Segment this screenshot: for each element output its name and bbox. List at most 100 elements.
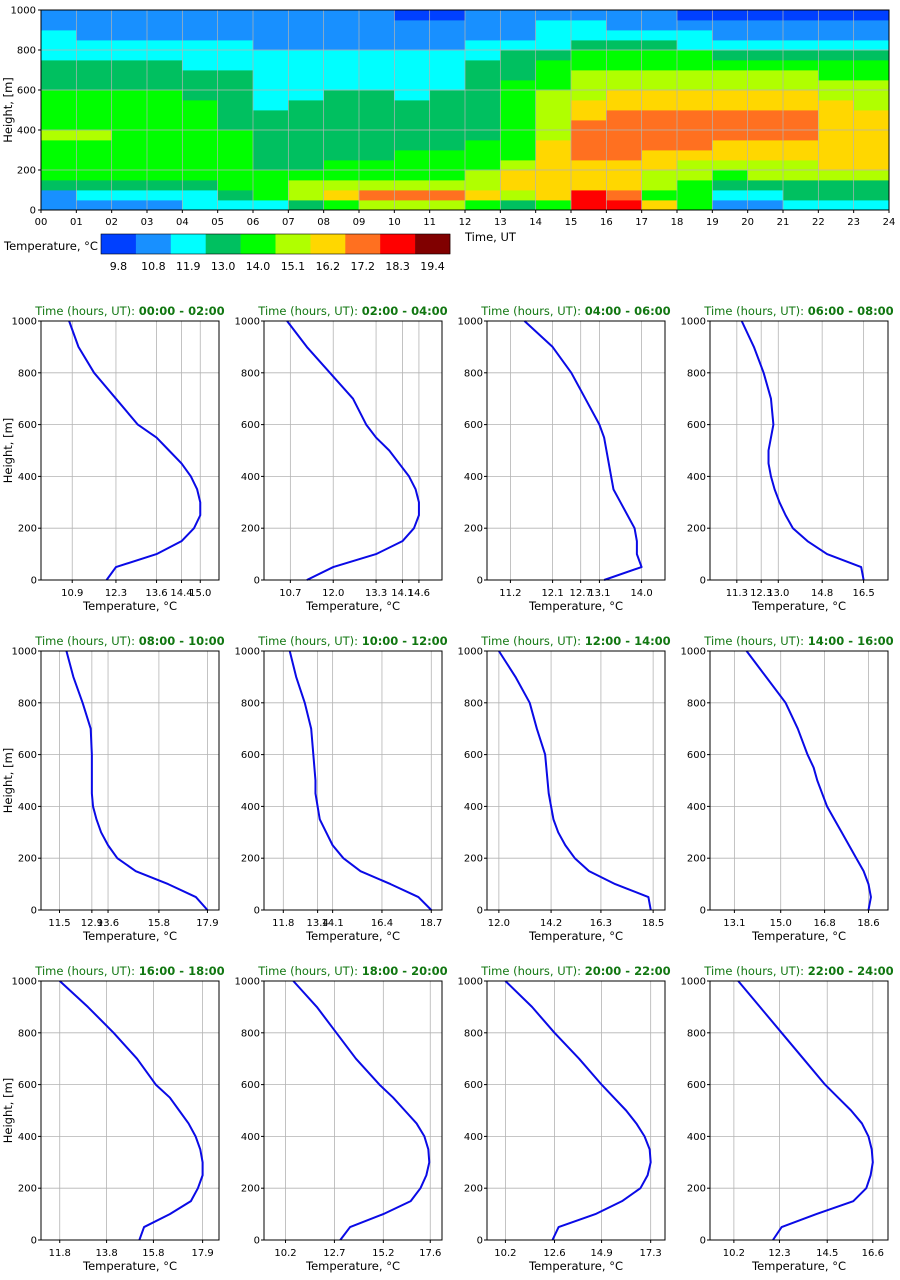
heatmap-cell	[571, 100, 607, 111]
heatmap-cell	[429, 140, 466, 151]
heatmap-cell	[217, 170, 254, 181]
heatmap-cell	[323, 130, 360, 141]
heatmap-cell	[147, 100, 183, 111]
heatmap-cell	[747, 100, 784, 111]
profile-y-tick-label: 400	[241, 802, 260, 813]
heatmap-cell	[677, 150, 713, 161]
profile-grid	[264, 650, 442, 911]
colorbar-tick-label: 15.1	[281, 260, 306, 273]
profile-x-axis-label: Temperature, °C	[751, 599, 846, 613]
profile-y-tick-label: 0	[477, 1236, 483, 1247]
heatmap-cell	[677, 200, 713, 211]
heatmap-cell	[147, 10, 183, 21]
heatmap-cell	[429, 100, 466, 111]
heatmap-cell	[76, 160, 113, 171]
profile-title-prefix: Time (hours, UT):	[703, 304, 807, 318]
heatmap-cell	[853, 40, 890, 51]
profile-x-tick-label: 16.4	[371, 918, 393, 929]
profile-x-tick-label: 14.8	[811, 588, 833, 599]
profile-x-tick-label: 12.0	[322, 588, 344, 599]
profile-frame	[40, 320, 220, 581]
heatmap-cell	[641, 80, 678, 91]
heatmap-cell	[359, 190, 395, 201]
profile-x-tick-label: 13.6	[145, 588, 167, 599]
heatmap-cell	[323, 10, 360, 21]
heatmap-cell	[147, 170, 183, 181]
heatmap-cell	[641, 70, 678, 81]
heatmap-cell	[359, 120, 395, 131]
heatmap-cell	[641, 50, 678, 61]
profile-x-axis-label: Temperature, °C	[82, 929, 177, 943]
heatmap-cell	[288, 200, 325, 211]
heatmap-cell	[429, 150, 466, 161]
heatmap-cell	[394, 40, 431, 51]
profile-title: Time (hours, UT): 08:00 - 10:00	[34, 634, 224, 648]
heatmap-cell	[76, 90, 113, 101]
heatmap-cell	[571, 140, 607, 151]
colorbar-tick-label: 10.8	[141, 260, 166, 273]
heatmap-cell	[535, 20, 572, 31]
heatmap-cell	[41, 120, 77, 131]
heatmap-cell	[677, 40, 713, 51]
heatmap-cell	[429, 110, 466, 121]
heatmap-cell	[571, 90, 607, 101]
heatmap-cell	[76, 200, 113, 211]
heatmap-cell	[429, 50, 466, 61]
profile-grid	[264, 320, 442, 581]
profile-x-tick-label: 13.1	[588, 588, 610, 599]
profile-y-tick-label: 0	[254, 1236, 260, 1247]
heatmap-cell	[535, 160, 572, 171]
heatmap-cell	[41, 20, 77, 31]
heatmap-cell	[747, 80, 784, 91]
heatmap-cell	[712, 20, 749, 31]
profile-x-tick-label: 18.7	[420, 918, 442, 929]
heatmap-cell	[253, 10, 289, 21]
heatmap-cell	[323, 120, 360, 131]
heatmap-cell	[111, 130, 148, 141]
heatmap-cell	[783, 140, 819, 151]
heatmap-cell	[394, 200, 431, 211]
profile-y-tick-label: 600	[241, 420, 260, 431]
heatmap-cell	[535, 90, 572, 101]
heatmap-cell	[606, 60, 643, 71]
profile-x-tick-label: 12.9	[81, 918, 103, 929]
heatmap-cell	[41, 170, 77, 181]
heatmap-cell	[571, 110, 607, 121]
profile-y-tick-label: 200	[241, 524, 260, 535]
heatmap-cell	[606, 90, 643, 101]
profile-panel: 10.2 12.3 14.5 16.6 0 200 400 600 800 1000 Tempera…	[681, 964, 894, 1273]
profile-y-tick-label: 1000	[681, 317, 706, 328]
heatmap-cell	[111, 200, 148, 211]
profile-title-range: 00:00 - 02:00	[139, 304, 225, 318]
heatmap-cell	[288, 120, 325, 131]
heatmap-cell	[41, 110, 77, 121]
heatmap-x-tick-label: 09	[353, 217, 366, 228]
heatmap-cell	[783, 10, 819, 21]
heatmap-cell	[500, 160, 537, 171]
heatmap-cell	[535, 60, 572, 71]
heatmap-cell	[818, 110, 855, 121]
heatmap-cell	[147, 50, 183, 61]
heatmap-y-tick-label: 1000	[11, 6, 36, 17]
heatmap-cell	[606, 170, 643, 181]
heatmap-cell	[818, 200, 855, 211]
profile-y-tick-label: 600	[18, 420, 37, 431]
heatmap-cell	[606, 140, 643, 151]
profile-y-tick-label: 0	[254, 576, 260, 587]
heatmap-cell	[359, 150, 395, 161]
profile-y-tick-label: 400	[241, 472, 260, 483]
temperature-profile-line	[286, 320, 420, 581]
heatmap-cell	[747, 50, 784, 61]
profile-y-tick-label: 200	[464, 1184, 483, 1195]
heatmap-cell	[783, 200, 819, 211]
heatmap-cell	[818, 170, 855, 181]
profile-x-tick-label: 10.2	[723, 1248, 745, 1259]
heatmap-cell	[465, 90, 501, 101]
profile-panel: 10.7 12.0 13.3 14.114.6 0 200 400 600 800 1000 Tem…	[235, 304, 448, 613]
heatmap-cell	[571, 10, 607, 21]
heatmap-cell	[147, 90, 183, 101]
heatmap-cell	[147, 120, 183, 131]
heatmap-cell	[253, 170, 289, 181]
profile-title-range: 10:00 - 12:00	[362, 634, 448, 648]
heatmap-cell	[571, 20, 607, 31]
